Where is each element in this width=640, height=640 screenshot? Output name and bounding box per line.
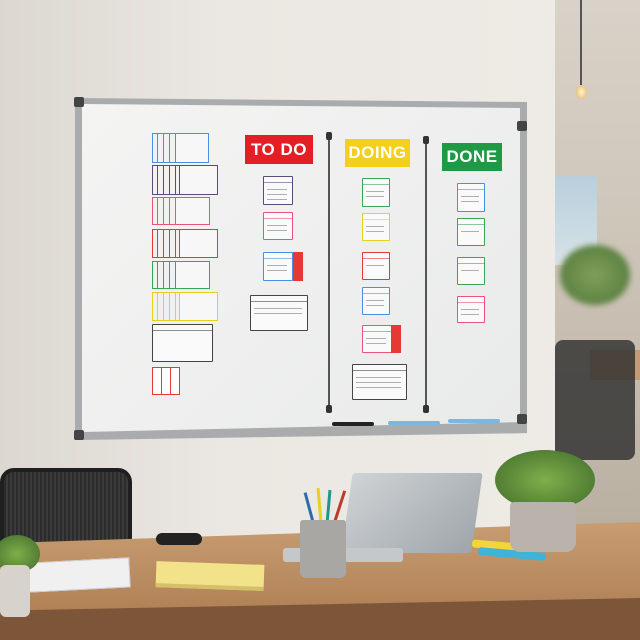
plant-pot [510, 502, 576, 552]
blank-large-card[interactable] [152, 324, 213, 362]
task-card[interactable] [362, 287, 390, 315]
task-card-large[interactable] [352, 364, 407, 400]
eraser[interactable] [332, 422, 374, 426]
column-divider [328, 134, 330, 412]
task-card-large[interactable] [250, 295, 308, 331]
pendant-lamp-cord [580, 0, 582, 85]
marker[interactable] [448, 419, 500, 423]
divider-pin [423, 405, 429, 413]
chair-armrest [156, 533, 202, 545]
task-card[interactable] [362, 178, 390, 207]
frame-corner [517, 121, 527, 131]
divider-pin [326, 132, 332, 140]
blank-card-stack[interactable] [152, 261, 210, 289]
done-header: DONE [442, 143, 502, 171]
blank-card-stack[interactable] [152, 197, 210, 225]
warning-tag [391, 325, 401, 353]
task-card[interactable] [263, 212, 293, 240]
small-plant-pot [0, 565, 30, 617]
blank-card-stack[interactable] [152, 165, 218, 195]
task-card[interactable] [457, 218, 485, 246]
column-divider [425, 138, 427, 412]
pen-cup [300, 520, 346, 578]
doing-header: DOING [345, 139, 410, 167]
blank-card-stack[interactable] [152, 133, 209, 163]
laptop-screen [341, 473, 483, 553]
blank-card-stack[interactable] [152, 229, 218, 258]
task-card[interactable] [362, 213, 390, 241]
task-card[interactable] [362, 252, 390, 280]
todo-header: TO DO [245, 135, 313, 164]
task-card[interactable] [263, 176, 293, 205]
marker[interactable] [388, 421, 440, 425]
sticky-notepad [155, 561, 265, 591]
frame-corner [74, 430, 84, 440]
blank-card-stack[interactable] [152, 292, 218, 321]
task-card[interactable] [263, 252, 293, 281]
pendant-lamp-bulb [576, 85, 587, 99]
warning-tag [293, 252, 303, 281]
background-chair [555, 340, 635, 460]
task-card[interactable] [457, 183, 485, 212]
divider-pin [423, 136, 429, 144]
warning-tag-stack[interactable] [152, 367, 180, 395]
task-card[interactable] [457, 296, 485, 323]
background-plant [560, 245, 630, 305]
divider-pin [326, 405, 332, 413]
frame-corner [74, 97, 84, 107]
papers [27, 557, 131, 593]
potted-plant [495, 450, 595, 510]
frame-corner [517, 414, 527, 424]
task-card[interactable] [457, 257, 485, 285]
task-card[interactable] [362, 325, 392, 353]
